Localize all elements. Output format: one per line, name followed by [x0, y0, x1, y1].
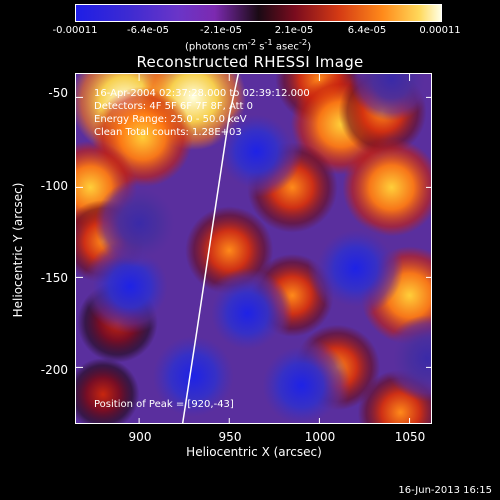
info-peak-position: Position of Peak = [920,-43] [94, 399, 234, 410]
heatmap-blob [252, 336, 351, 423]
info-energy-range: Energy Range: 25.0 - 50.0 keV [94, 114, 247, 125]
colorbar-tick: 6.4e-05 [347, 25, 387, 36]
heatmap-blob [350, 74, 431, 121]
heatmap-blob [307, 220, 404, 317]
heatmap [76, 74, 431, 423]
heatmap-blob [202, 268, 293, 359]
heatmap-blob [94, 179, 184, 268]
heatmap-blob [210, 105, 303, 198]
info-detectors: Detectors: 4F 5F 6F 7F 8F, Att 0 [94, 101, 254, 112]
heatmap-blob [342, 138, 431, 237]
colorbar-tick: 0.00011 [419, 25, 461, 36]
colorbar-tick: -0.00011 [52, 25, 98, 36]
info-clean-counts: Clean Total counts: 1.28E+03 [94, 127, 242, 138]
colorbar-tick: -2.1e-05 [200, 25, 242, 36]
x-tick-label: 1000 [304, 430, 336, 444]
solar-limb-line [181, 74, 240, 423]
colorbar-units: (photons cm-2 s-1 asec-2) [185, 37, 312, 53]
info-time-range: 16-Apr-2004 02:37:28.000 to 02:39:12.000 [94, 88, 310, 99]
y-tick-label: -50 [48, 86, 68, 100]
x-axis-label: Heliocentric X (arcsec) [186, 445, 322, 459]
colorbar-tick: 2.1e-05 [274, 25, 314, 36]
x-tick-label: 950 [218, 430, 242, 444]
chart-title: Reconstructed RHESSI Image [136, 53, 364, 71]
colorbar-tick: -6.4e-05 [127, 25, 169, 36]
y-axis-label: Heliocentric Y (arcsec) [11, 182, 25, 318]
heatmap-blob [76, 357, 140, 423]
timestamp: 16-Jun-2013 16:15 [398, 485, 492, 496]
colorbar [75, 4, 442, 22]
y-tick-label: -100 [40, 179, 68, 193]
y-tick-label: -150 [40, 271, 68, 285]
heatmap-blob [384, 315, 431, 402]
y-tick-label: -200 [40, 363, 68, 377]
x-tick-label: 900 [128, 430, 152, 444]
heatmap-blob [142, 325, 244, 423]
x-tick-label: 1050 [394, 430, 426, 444]
plot-area: 16-Apr-2004 02:37:28.000 to 02:39:12.000… [75, 73, 432, 424]
heatmap-blobs [76, 74, 431, 423]
